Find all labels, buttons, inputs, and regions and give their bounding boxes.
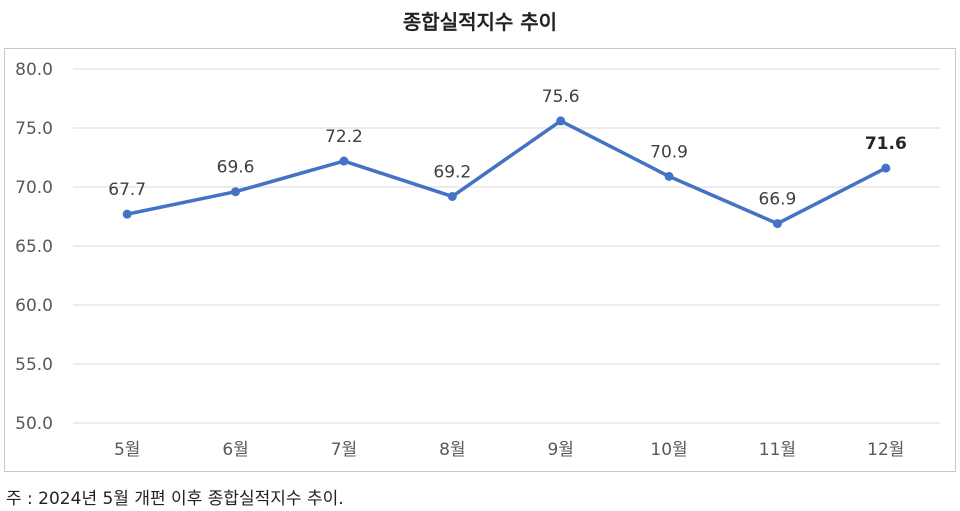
y-tick-label: 70.0: [15, 178, 53, 198]
y-axis-ticks: 50.0 55.0 60.0 65.0 70.0 75.0 80.0: [15, 60, 53, 434]
data-label: 71.6: [865, 134, 907, 154]
gridlines: [73, 68, 940, 424]
y-tick-label: 80.0: [15, 60, 53, 80]
chart-title: 종합실적지수 추이: [402, 10, 558, 34]
x-tick-label: 8월: [439, 440, 465, 460]
x-axis-ticks: 5월 6월 7월 8월 9월 10월 11월 12월: [114, 440, 905, 460]
x-tick-label: 6월: [222, 440, 248, 460]
data-point: [881, 163, 891, 173]
x-tick-label: 10월: [650, 440, 687, 460]
x-tick-label: 9월: [547, 440, 573, 460]
y-tick-label: 55.0: [15, 355, 53, 375]
data-label: 66.9: [759, 190, 797, 210]
x-tick-label: 12월: [867, 440, 904, 460]
y-tick-label: 65.0: [15, 237, 53, 257]
data-label: 72.2: [325, 127, 363, 147]
data-point: [122, 209, 132, 219]
data-point: [339, 156, 349, 166]
chart-area: 50.0 55.0 60.0 65.0 70.0 75.0 80.0 5월 6월 7월 8월 9월 1…: [4, 48, 956, 472]
y-tick-label: 60.0: [15, 296, 53, 316]
footnote: 주 : 2024년 5월 개편 이후 종합실적지수 추이.: [6, 489, 344, 509]
data-point: [447, 191, 457, 201]
x-tick-label: 11월: [759, 440, 796, 460]
data-point: [772, 219, 782, 229]
data-point: [231, 187, 241, 197]
y-tick-label: 50.0: [15, 414, 53, 434]
data-labels: 67.7 69.6 72.2 69.2 75.6 70.9 66.9 71.6: [108, 87, 907, 210]
series-line: [125, 119, 888, 226]
data-label: 69.6: [217, 158, 255, 178]
data-label: 70.9: [650, 142, 688, 162]
data-label: 67.7: [108, 180, 146, 200]
x-tick-label: 5월: [114, 440, 140, 460]
data-point: [556, 116, 566, 126]
data-label: 69.2: [433, 162, 471, 182]
data-label: 75.6: [542, 87, 580, 107]
y-tick-label: 75.0: [15, 119, 53, 139]
series-line-path: [125, 119, 888, 226]
data-points: [122, 116, 891, 229]
line-chart: 50.0 55.0 60.0 65.0 70.0 75.0 80.0 5월 6월 7월 8월 9월 1…: [15, 60, 940, 460]
x-tick-label: 7월: [331, 440, 357, 460]
data-point: [664, 171, 674, 181]
